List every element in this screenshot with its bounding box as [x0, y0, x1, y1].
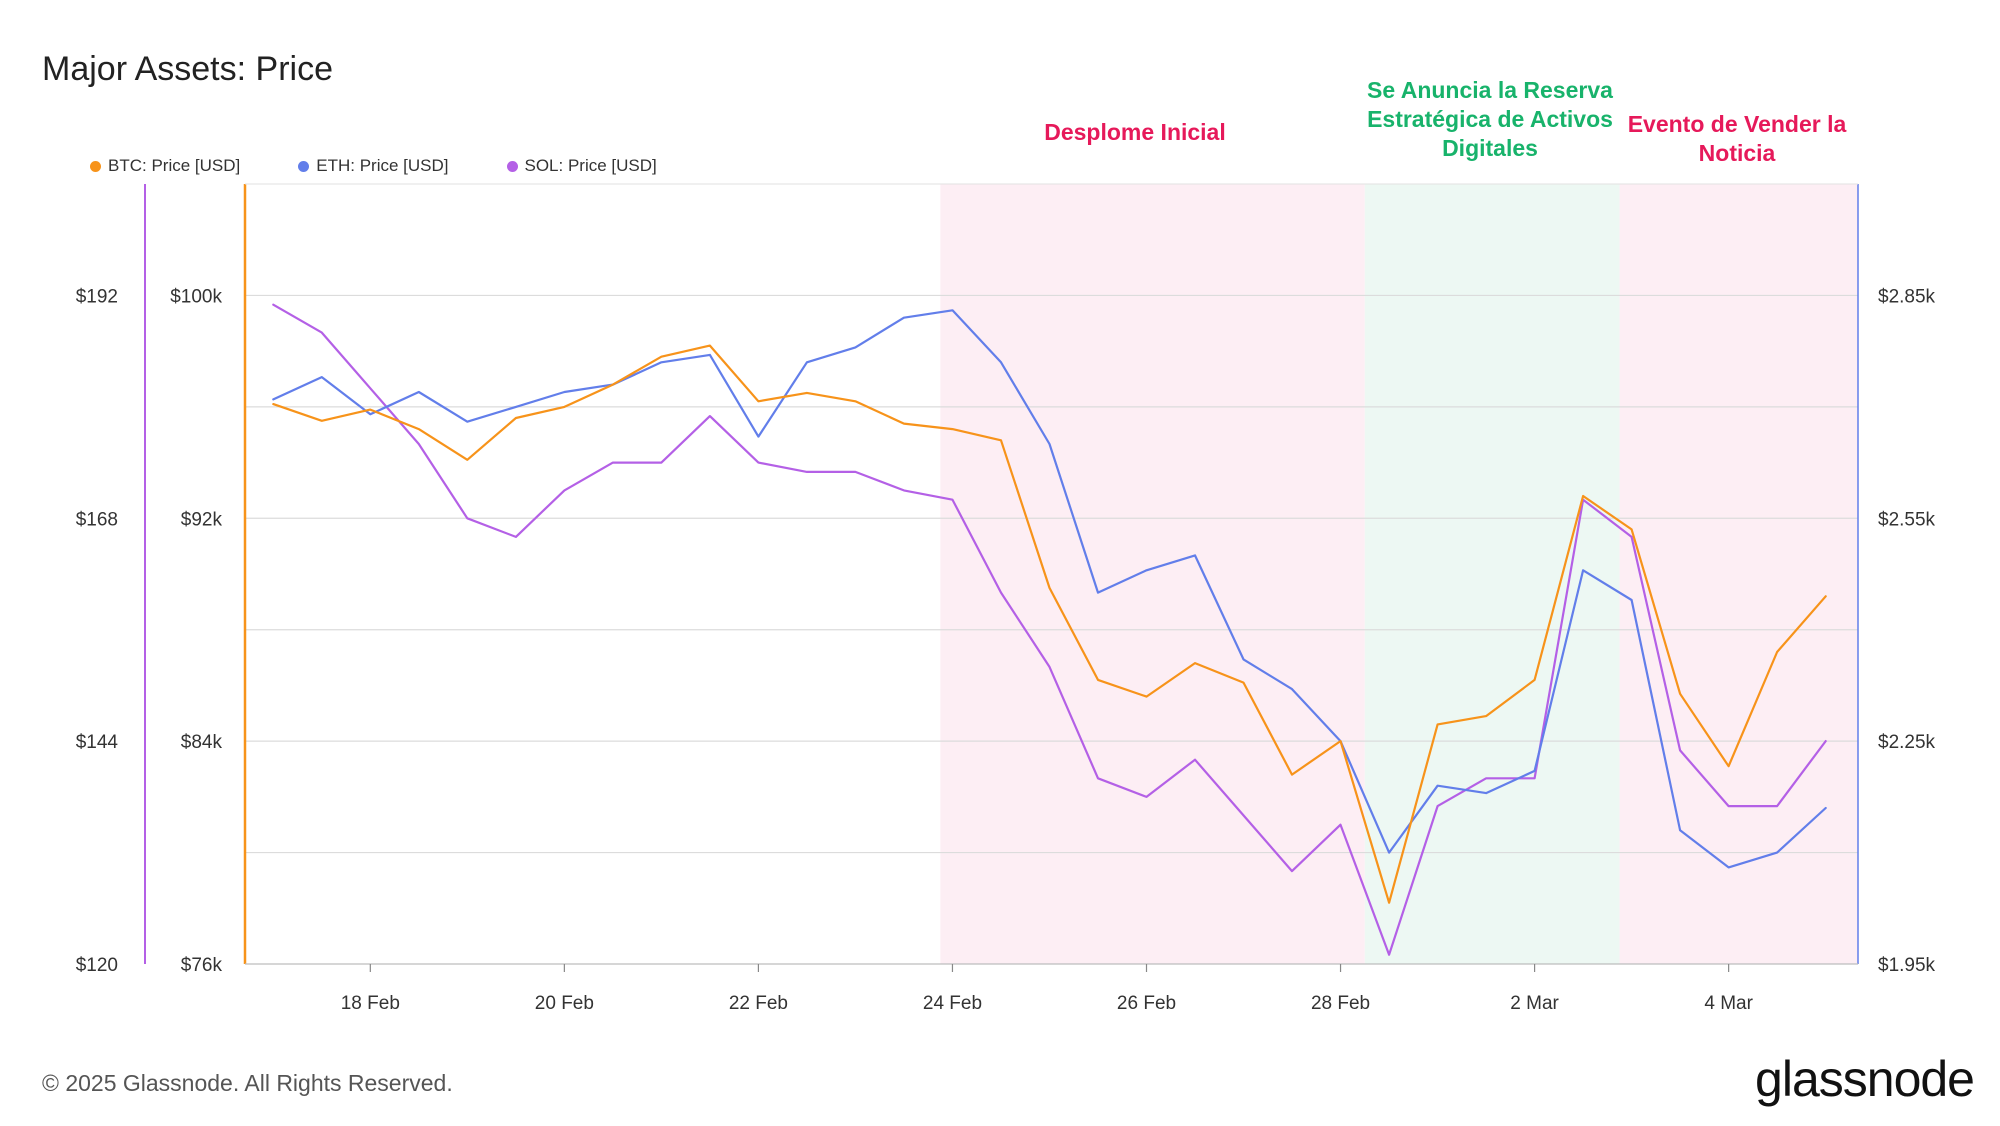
y-right-tick-3: $2.55k [1878, 509, 1936, 530]
legend-item-btc[interactable]: BTC: Price [USD] [90, 156, 240, 176]
chart-title: Major Assets: Price [42, 50, 333, 88]
x-tick-6: 28 Feb [1311, 993, 1370, 1014]
legend-dot-sol [506, 160, 518, 172]
legend-label-eth: ETH: Price [USD] [316, 156, 449, 175]
annotation-crash: Desplome Inicial [1044, 119, 1226, 145]
y-left-inner-tick-3: $92k [181, 509, 223, 530]
annotation-reserve: Se Anuncia la Reserva Estratégica de Act… [1367, 77, 1613, 161]
x-tick-7: 2 Mar [1510, 993, 1559, 1014]
highlight-region-3 [1619, 184, 1858, 964]
x-tick-1: 18 Feb [341, 993, 400, 1014]
x-tick-5: 26 Feb [1117, 993, 1176, 1014]
y-right-tick-4: $2.85k [1878, 286, 1936, 307]
copyright: © 2025 Glassnode. All Rights Reserved. [42, 1070, 453, 1096]
y-left-outer-tick-1: $120 [76, 955, 118, 976]
x-tick-2: 20 Feb [535, 993, 594, 1014]
highlight-region-1 [940, 184, 1365, 964]
legend-label-btc: BTC: Price [USD] [108, 156, 241, 175]
legend: BTC: Price [USD] ETH: Price [USD] SOL: P… [90, 156, 657, 176]
x-tick-3: 22 Feb [729, 993, 788, 1014]
x-tick-8: 4 Mar [1704, 993, 1753, 1014]
legend-item-sol[interactable]: SOL: Price [USD] [506, 156, 657, 176]
annotation-sell-news: Evento de Vender la Noticia [1627, 111, 1847, 166]
y-right-tick-1: $1.95k [1878, 955, 1936, 976]
brand-logo: glassnode [1755, 1051, 1975, 1107]
series-line-sol [272, 303, 1827, 956]
x-tick-4: 24 Feb [923, 993, 982, 1014]
y-left-outer-tick-2: $144 [76, 732, 119, 753]
series-line-eth [272, 309, 1827, 869]
y-left-outer-tick-3: $168 [76, 509, 118, 530]
legend-dot-eth [298, 160, 310, 172]
legend-label-sol: SOL: Price [USD] [524, 156, 657, 175]
y-left-outer-tick-4: $192 [76, 286, 118, 307]
legend-item-eth[interactable]: ETH: Price [USD] [298, 156, 449, 176]
y-left-inner-tick-2: $84k [181, 732, 223, 753]
y-left-inner-tick-1: $76k [181, 955, 223, 976]
y-right-tick-2: $2.25k [1878, 732, 1936, 753]
y-left-inner-tick-4: $100k [170, 286, 222, 307]
legend-dot-btc [90, 160, 101, 172]
series-line-btc [272, 344, 1827, 904]
